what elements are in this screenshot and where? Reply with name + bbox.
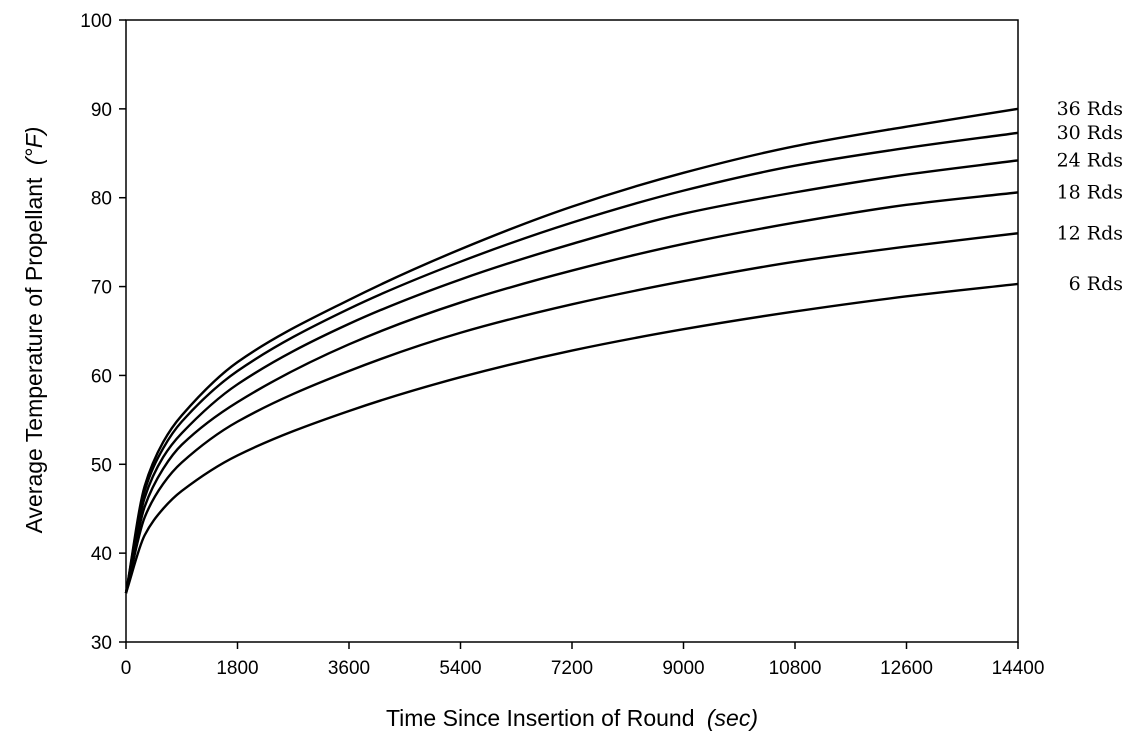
x-axis-title: Time Since Insertion of Round (sec) [386, 705, 758, 731]
x-tick-label: 5400 [439, 658, 481, 679]
y-tick-label: 100 [80, 11, 112, 32]
x-tick-label: 7200 [551, 658, 593, 679]
series-label: 12 Rds [1057, 222, 1123, 244]
y-tick-label: 50 [91, 455, 112, 476]
x-tick-label: 10800 [769, 658, 822, 679]
y-tick-label: 30 [91, 633, 112, 654]
series-group [124, 107, 1019, 594]
x-axis-title-text: Time Since Insertion of Round [386, 705, 695, 731]
x-tick-label: 14400 [992, 658, 1045, 679]
x-tick-label: 9000 [662, 658, 704, 679]
x-tick-label: 3600 [328, 658, 370, 679]
y-tick-label: 70 [91, 278, 112, 299]
x-tick-label: 12600 [880, 658, 933, 679]
series-line [124, 191, 1019, 594]
y-axis-title: Average Temperature of Propellant (°F) [21, 127, 47, 534]
series-line [124, 282, 1019, 594]
y-axis: 30 40 50 60 70 80 90 100 [80, 11, 126, 654]
series-label: 36 Rds [1057, 98, 1123, 120]
series-line [124, 232, 1019, 594]
x-axis: 0 1800 3600 5400 7200 9000 10800 12600 14400 [121, 642, 1045, 679]
series-line [124, 131, 1019, 594]
x-tick-label: 1800 [216, 658, 258, 679]
x-axis-title-unit: (sec) [707, 705, 758, 731]
series-label: 24 Rds [1057, 149, 1123, 171]
series-line [124, 107, 1019, 594]
series-label: 30 Rds [1057, 122, 1123, 144]
series-label: 18 Rds [1057, 181, 1123, 203]
y-axis-title-text: Average Temperature of Propellant [21, 177, 47, 533]
plot-border [125, 19, 1019, 643]
series-line [124, 159, 1019, 594]
series-label: 6 Rds [1069, 273, 1123, 295]
x-tick-label: 0 [121, 658, 132, 679]
y-axis-title-unit: (°F) [21, 127, 47, 166]
y-tick-label: 80 [91, 189, 112, 210]
y-tick-label: 40 [91, 544, 112, 565]
plot-frame [125, 19, 1019, 643]
y-tick-label: 90 [91, 100, 112, 121]
y-tick-label: 60 [91, 366, 112, 387]
